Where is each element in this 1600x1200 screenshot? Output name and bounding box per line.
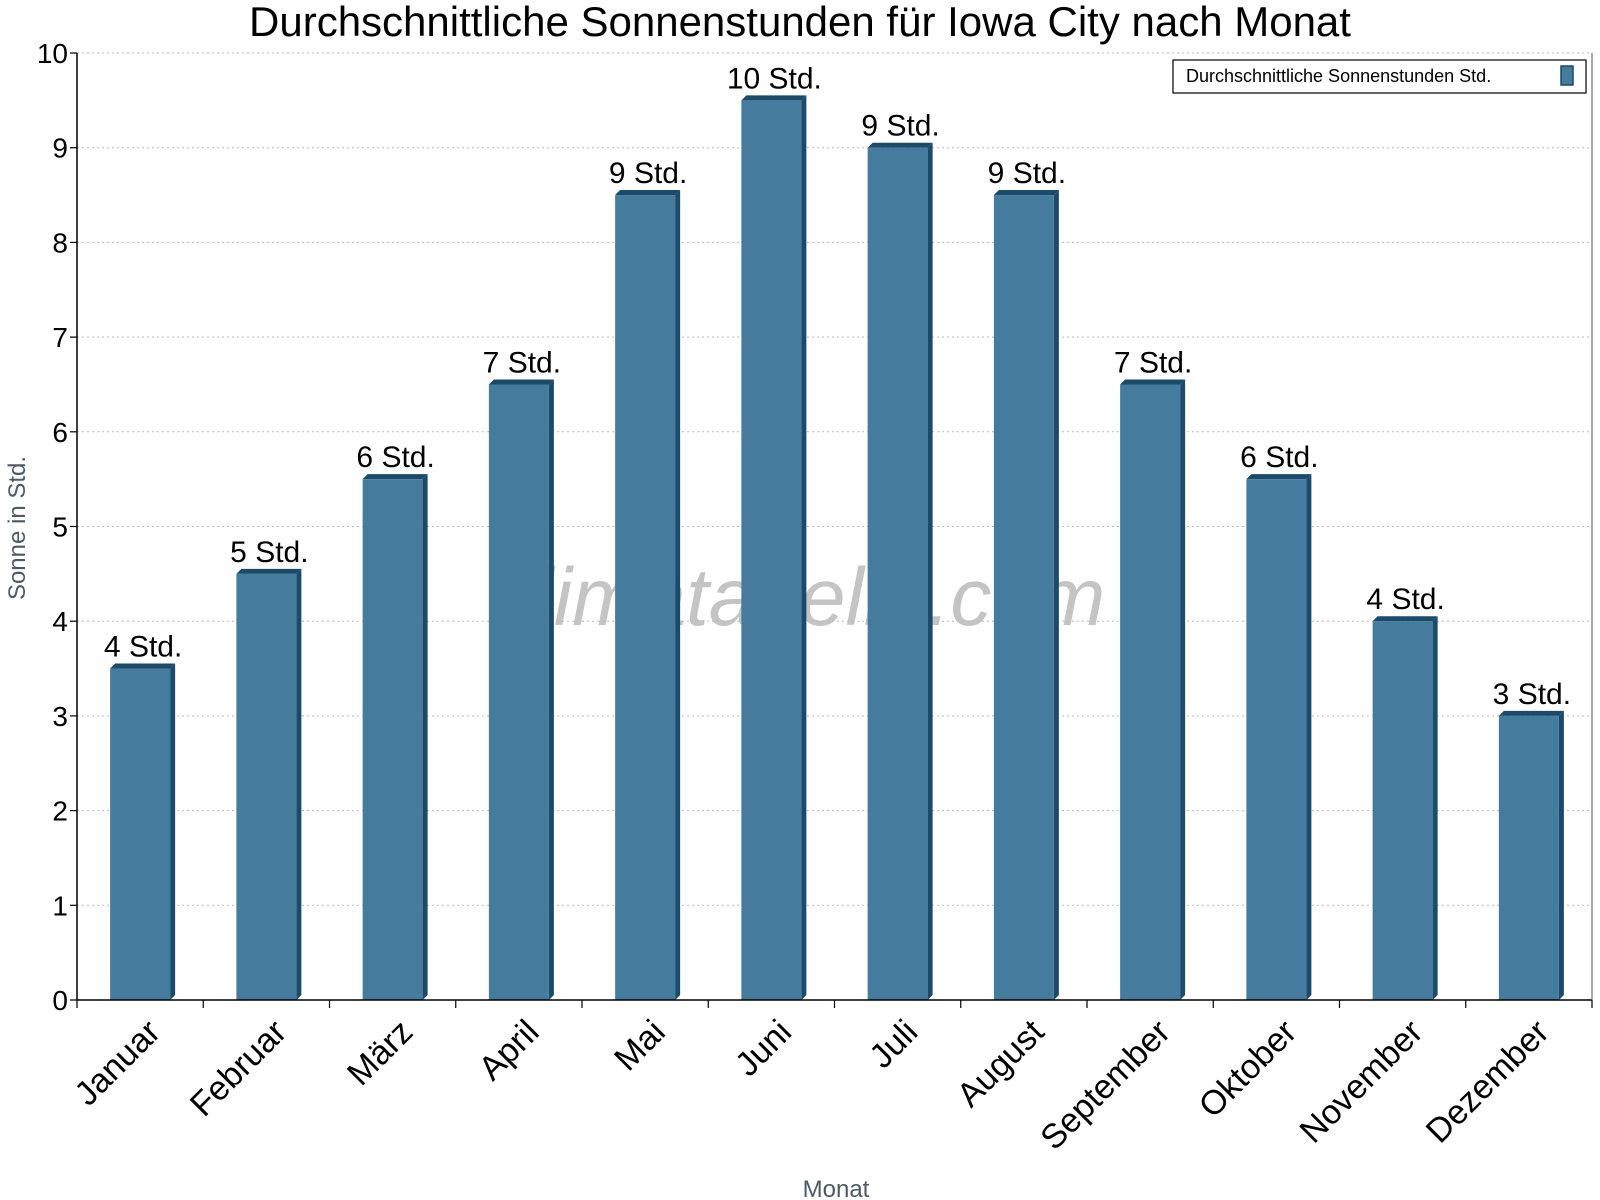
data-label: 9 Std. bbox=[861, 110, 939, 143]
bar-märz bbox=[362, 474, 428, 1000]
bar-oktober bbox=[1246, 474, 1312, 1000]
bar-face bbox=[615, 195, 676, 1001]
bar-top bbox=[110, 663, 176, 669]
y-tick-label: 3 bbox=[52, 701, 68, 732]
bar-side bbox=[1053, 190, 1059, 1001]
bar-face bbox=[236, 573, 297, 1000]
grid-lines bbox=[77, 52, 1592, 906]
bar-side bbox=[296, 568, 302, 1000]
y-tick-label: 1 bbox=[52, 890, 68, 921]
y-tick-label: 5 bbox=[52, 512, 68, 543]
bar-side bbox=[927, 142, 933, 1000]
bar-dezember bbox=[1498, 710, 1564, 1000]
bar-top bbox=[488, 379, 554, 385]
bar-januar bbox=[110, 663, 176, 1000]
chart-title: Durchschnittliche Sonnenstunden für Iowa… bbox=[249, 0, 1351, 45]
bar-face bbox=[1372, 621, 1433, 1000]
data-label: 9 Std. bbox=[988, 157, 1066, 190]
data-label: 4 Std. bbox=[104, 631, 182, 664]
bar-top bbox=[362, 474, 428, 480]
bar-face bbox=[993, 195, 1054, 1001]
x-tick-label: Mai bbox=[607, 1013, 673, 1079]
bars bbox=[110, 95, 1564, 1001]
y-tick-label: 9 bbox=[52, 133, 68, 164]
y-tick-label: 6 bbox=[52, 417, 68, 448]
data-label: 4 Std. bbox=[1366, 583, 1444, 616]
bar-juni bbox=[741, 95, 807, 1001]
legend: Durchschnittliche Sonnenstunden Std. bbox=[1172, 59, 1587, 94]
bar-side bbox=[548, 379, 554, 1000]
data-label: 3 Std. bbox=[1493, 678, 1571, 711]
legend-swatch bbox=[1560, 65, 1574, 86]
bar-august bbox=[993, 190, 1059, 1001]
x-axis-title: Monat bbox=[803, 1176, 870, 1200]
x-tick-label: November bbox=[1293, 1013, 1431, 1151]
x-tick-label: September bbox=[1033, 1013, 1177, 1157]
y-tick-labels: 0 1 2 3 4 5 6 7 8 9 10 bbox=[37, 38, 68, 1016]
bar-februar bbox=[236, 568, 302, 1000]
bar-juli bbox=[867, 142, 933, 1000]
bar-top bbox=[1372, 616, 1438, 622]
y-tick-label: 4 bbox=[52, 606, 68, 637]
bar-side bbox=[422, 474, 428, 1000]
x-tick-label: Juli bbox=[862, 1013, 925, 1076]
bar-top bbox=[1498, 710, 1564, 716]
y-tick-label: 0 bbox=[52, 985, 68, 1016]
bar-side bbox=[801, 95, 807, 1001]
x-tick-label: Januar bbox=[67, 1013, 167, 1113]
x-tick-label: Juni bbox=[728, 1013, 799, 1084]
x-tick-label: August bbox=[950, 1012, 1052, 1114]
legend-label: Durchschnittliche Sonnenstunden Std. bbox=[1186, 66, 1491, 86]
y-tick-label: 8 bbox=[52, 227, 68, 258]
legend-box bbox=[1172, 59, 1587, 94]
y-tick-label: 2 bbox=[52, 796, 68, 827]
bar-side bbox=[1432, 616, 1438, 1000]
bar-face bbox=[110, 668, 171, 1000]
bar-top bbox=[993, 190, 1059, 196]
data-label: 5 Std. bbox=[230, 536, 308, 569]
x-tick-label: Dezember bbox=[1419, 1013, 1557, 1151]
bar-face bbox=[1120, 384, 1181, 1000]
y-tick-label: 10 bbox=[37, 38, 68, 69]
data-label: 10 Std. bbox=[727, 62, 822, 95]
bar-september bbox=[1120, 379, 1186, 1000]
x-tick-labels: Januar Februar März April Mai Juni Juli AugustS… bbox=[67, 1012, 1556, 1157]
bar-face bbox=[488, 384, 549, 1000]
bar-face bbox=[867, 147, 928, 1000]
bar-face bbox=[1498, 715, 1559, 1000]
bar-top bbox=[236, 568, 302, 574]
data-label: 6 Std. bbox=[1240, 441, 1318, 474]
bar-side bbox=[675, 190, 681, 1001]
bar-top bbox=[1246, 474, 1312, 480]
x-tick-label: April bbox=[472, 1013, 547, 1088]
bar-side bbox=[1306, 474, 1312, 1000]
data-label: 7 Std. bbox=[1114, 346, 1192, 379]
x-tick-label: März bbox=[340, 1013, 420, 1093]
data-labels: 4 Std. 5 Std. 6 Std. 7 Std. 9 Std. 10 Std. 9 S… bbox=[104, 62, 1571, 711]
y-axis-title: Sonne in Std. bbox=[4, 456, 31, 600]
bar-top bbox=[867, 142, 933, 148]
axes bbox=[70, 52, 1593, 1008]
y-tick-label: 7 bbox=[52, 322, 68, 353]
bar-november bbox=[1372, 616, 1438, 1000]
data-label: 7 Std. bbox=[483, 346, 561, 379]
bar-face bbox=[1246, 479, 1307, 1000]
bar-top bbox=[615, 190, 681, 196]
bar-side bbox=[1558, 710, 1564, 1000]
bar-top bbox=[1120, 379, 1186, 385]
bar-side bbox=[170, 663, 176, 1000]
x-tick-label: Februar bbox=[183, 1013, 294, 1124]
data-label: 6 Std. bbox=[356, 441, 434, 474]
bar-april bbox=[488, 379, 554, 1000]
bar-face bbox=[362, 479, 423, 1000]
data-label: 9 Std. bbox=[609, 157, 687, 190]
bar-side bbox=[1180, 379, 1186, 1000]
bar-face bbox=[741, 100, 802, 1001]
bar-mai bbox=[615, 190, 681, 1001]
x-tick-label: Oktober bbox=[1192, 1013, 1304, 1125]
bar-top bbox=[741, 95, 807, 101]
